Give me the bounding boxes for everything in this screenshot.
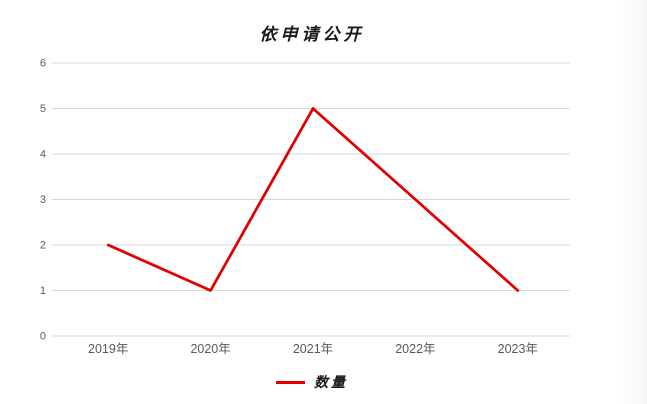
y-axis-tick-label: 0	[40, 331, 46, 343]
legend-series-label: 数量	[314, 375, 348, 391]
y-axis-tick-label: 6	[40, 58, 46, 70]
x-axis-tick-label: 2021年	[293, 342, 333, 356]
y-axis-tick-label: 2	[40, 240, 46, 252]
legend-line-swatch	[276, 380, 305, 384]
legend: 数量	[0, 372, 624, 392]
x-axis-tick-label: 2020年	[190, 342, 230, 356]
chart-title: 依申请公开	[259, 25, 365, 45]
x-axis-tick-label: 2019年	[88, 342, 128, 356]
data-line-数量	[106, 107, 520, 292]
x-axis-tick-label: 2023年	[498, 342, 538, 356]
y-axis-tick-label: 5	[40, 103, 46, 115]
y-axis-tick-label: 4	[40, 149, 46, 161]
y-axis-tick-label: 3	[40, 194, 46, 206]
x-axis-tick-label: 2022年	[395, 342, 435, 356]
y-axis-tick-label: 1	[40, 285, 46, 297]
